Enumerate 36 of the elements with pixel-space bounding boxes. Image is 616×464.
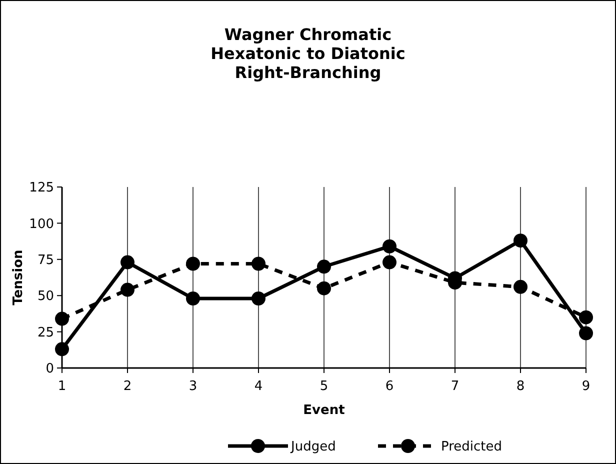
- x-tick-label: 3: [188, 379, 198, 394]
- point: [186, 256, 200, 271]
- point: [120, 255, 134, 270]
- point: [120, 282, 134, 297]
- x-tick-label: 4: [254, 379, 263, 394]
- x-axis-title: Event: [303, 403, 345, 418]
- x-tick-label: 8: [516, 379, 525, 394]
- y-tick-label: 50: [37, 289, 54, 304]
- y-tick-label: 0: [46, 362, 54, 377]
- point: [382, 239, 396, 254]
- legend-label: Judged: [290, 440, 336, 455]
- point: [317, 281, 331, 296]
- x-tick-label: 9: [582, 379, 590, 394]
- y-axis-title: Tension: [11, 250, 26, 306]
- point: [514, 234, 528, 248]
- x-tick-label: 5: [320, 379, 328, 394]
- point: [579, 326, 593, 340]
- x-tick-label: 7: [450, 379, 460, 394]
- point: [252, 256, 266, 271]
- chart-title: Wagner Chromatic Hexatonic to Diatonic Right-Branching: [210, 25, 406, 82]
- point: [252, 291, 266, 306]
- point: [55, 312, 69, 326]
- y-tick-label: 100: [29, 216, 54, 232]
- y-tick-label: 25: [37, 325, 54, 340]
- x-tick-label: 6: [385, 379, 394, 394]
- point: [317, 260, 331, 274]
- point: [55, 342, 69, 356]
- y-tick-label: 75: [37, 252, 54, 268]
- x-tick-label: 1: [58, 379, 66, 394]
- x-tick-label: 2: [123, 379, 132, 394]
- point: [382, 255, 396, 270]
- point: [514, 280, 528, 294]
- legend-label: Predicted: [441, 440, 502, 455]
- y-tick-label: 125: [29, 180, 54, 196]
- point: [579, 310, 593, 324]
- point: [186, 291, 200, 306]
